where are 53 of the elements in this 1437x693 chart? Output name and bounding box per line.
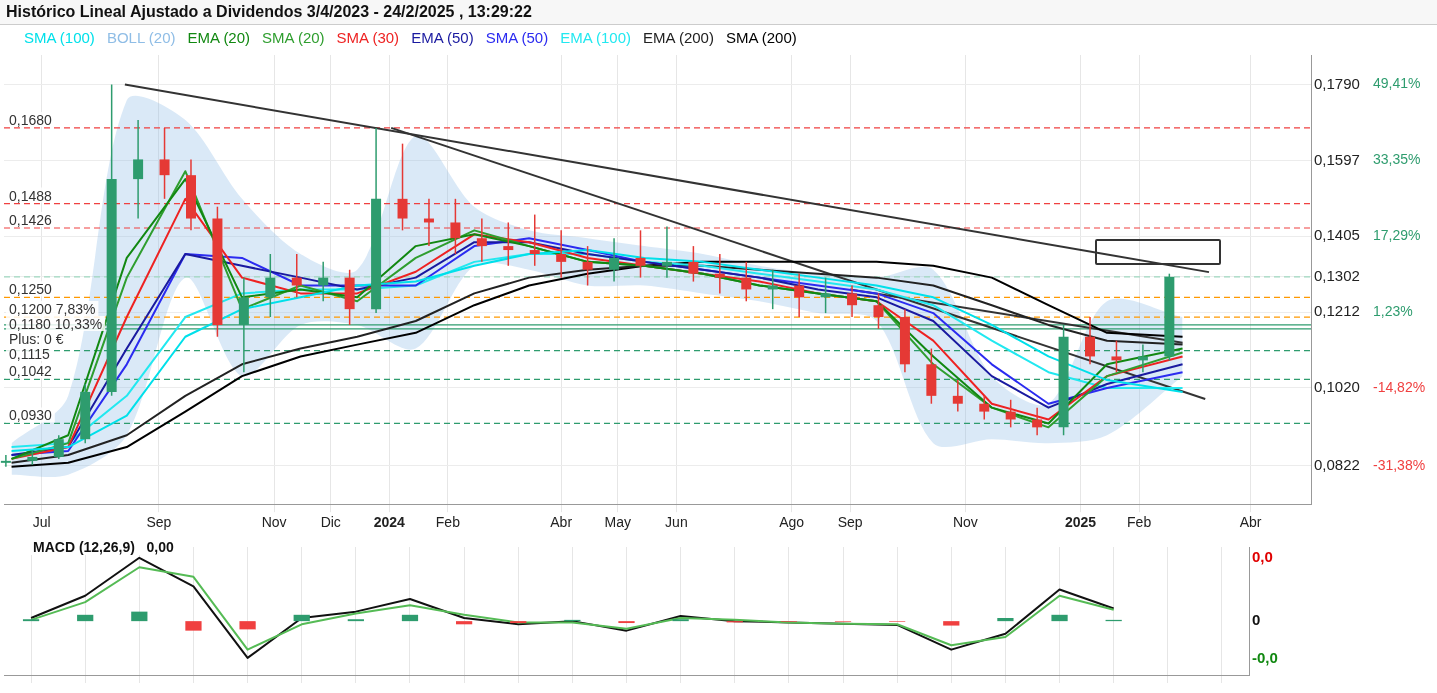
ref-line-label: 0,1115 [9,346,50,363]
ref-line-label: 0,1680 [9,111,53,128]
y-tick-label: 0,0822 [1314,456,1360,474]
y-tick-label: 0,1020 [1314,378,1360,396]
ref-line-label: 0,0930 [9,407,53,424]
text: EMA (200) [643,29,714,46]
y2-tick-label: 33,35% [1373,151,1421,168]
y-tick-label: 0,1790 [1314,74,1360,92]
y-tick-label: 0,1302 [1314,266,1360,284]
ref-line-label: 0,1426 [9,211,53,228]
x-tick-label: 2025 [1065,514,1097,531]
y-tick-label: 0,0 [1252,547,1273,565]
text: EMA (50) [411,29,474,46]
x-tick-label: Jun [665,514,688,531]
text: SMA (50) [485,29,549,46]
ref-line-label: 0,1250 [9,281,53,298]
x-tick-label: 2024 [373,514,406,531]
x-tick-label: Ago [779,514,805,531]
ref-line-label: Plus: 0 € [9,331,64,348]
text: SMA (30) [336,29,400,46]
y2-tick-label: -14,82% [1373,378,1426,395]
text: SMA (200) [725,29,797,46]
x-tick-label: May [604,514,632,531]
ref-line-label: 0,1200 7,83% [9,301,96,318]
x-tick-label: Sep [837,514,863,531]
y2-tick-label: 1,23% [1373,302,1413,319]
x-tick-label: Dic [320,514,341,531]
chart-title: MACD (12,26,9) 0,00 [30,539,177,555]
x-tick-label: Nov [261,514,287,531]
x-tick-label: Abr [1239,514,1262,531]
y2-tick-label: 17,29% [1373,227,1421,244]
ref-line-label: 0,1180 10,33% [9,316,103,333]
chart-title: Histórico Lineal Ajustado a Dividendos 3/4/2023 - 24/2/2025 , 13:29:22 [0,0,1437,25]
y2-tick-label: 49,41% [1373,75,1421,92]
text: EMA (100) [560,29,632,46]
ref-line-label: 0,1042 [9,363,53,380]
ref-line-label: 0,1488 [9,187,53,204]
x-tick-label: Abr [550,514,573,531]
y-tick-label: 0,1212 [1314,302,1360,320]
x-tick-label: Feb [1127,514,1152,531]
x-tick-label: Sep [146,514,172,531]
x-tick-label: Feb [435,514,461,531]
y2-tick-label: -31,38% [1373,456,1426,473]
x-tick-label: Nov [952,514,978,531]
text: SMA (100) [24,29,95,46]
text: EMA (20) [187,29,251,46]
legend-label: BOLL (20) [106,29,176,46]
y-tick-label: 0,1597 [1314,150,1360,168]
text: SMA (20) [262,29,325,46]
y-tick-label: 0,1405 [1314,226,1360,244]
x-tick-label: Jul [32,514,51,531]
y-tick-label: -0,0 [1252,649,1278,667]
y-tick-label: 0 [1252,611,1261,629]
